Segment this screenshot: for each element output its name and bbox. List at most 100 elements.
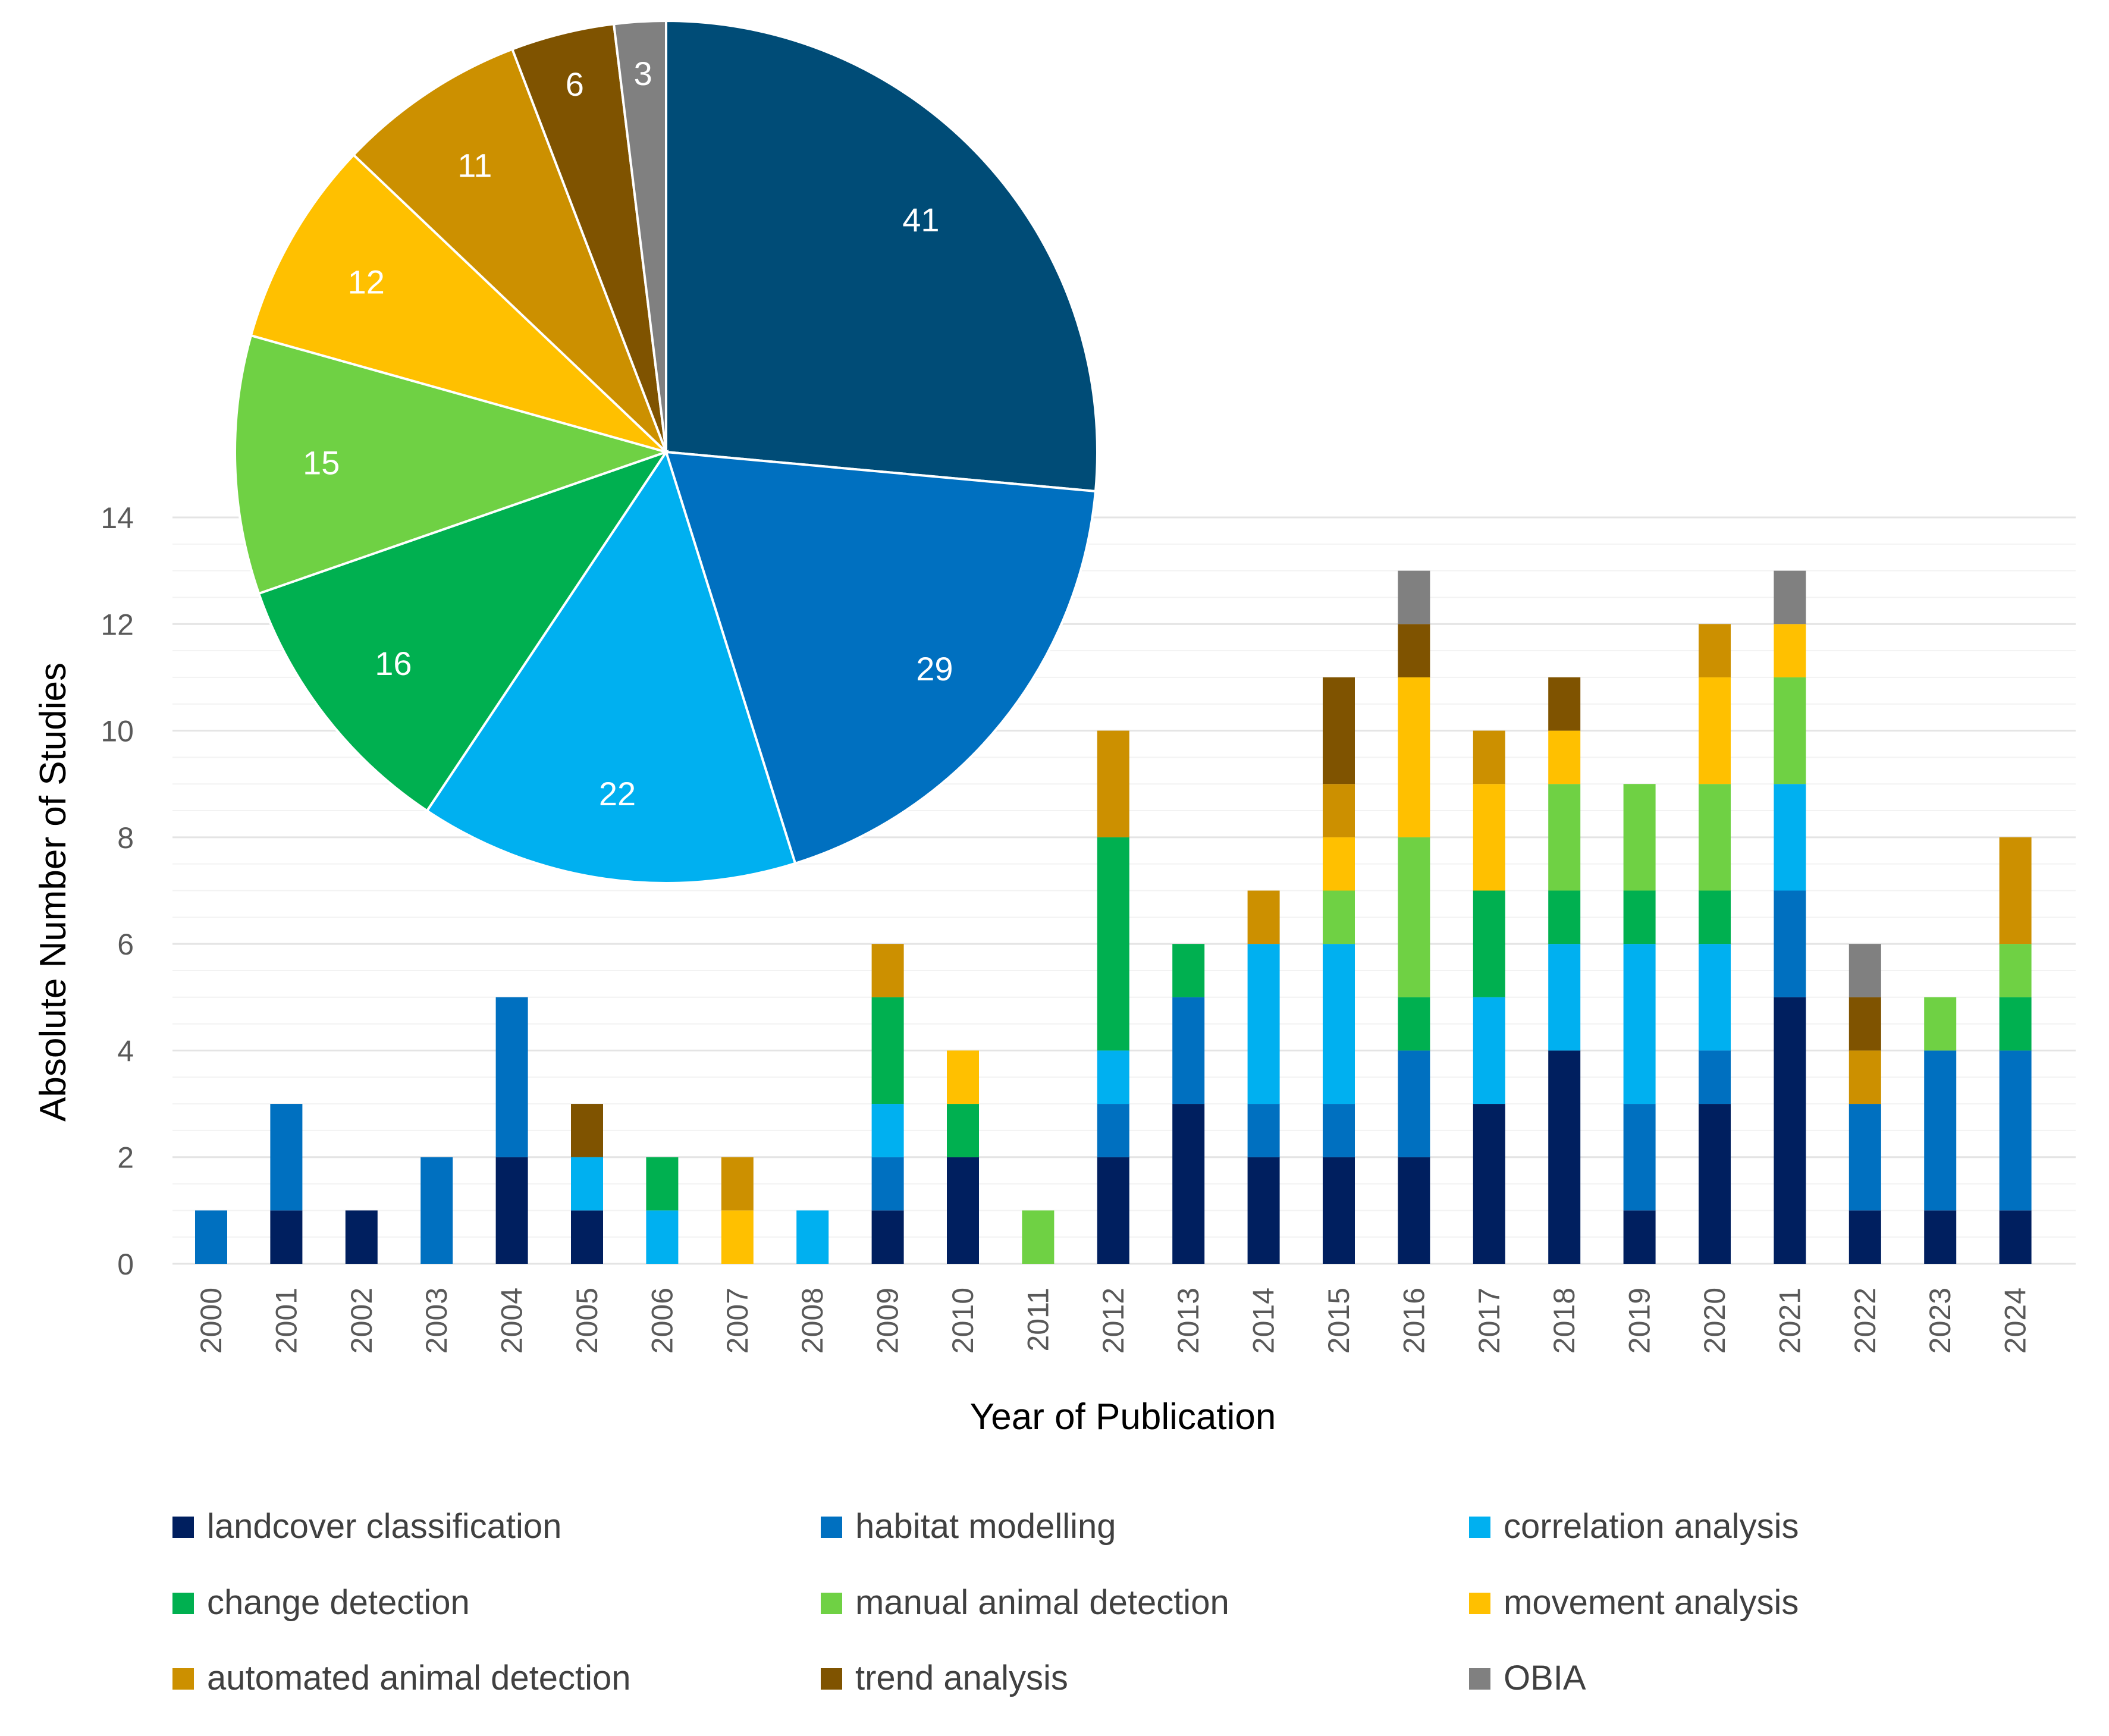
pie-chart: 41 29 22 16 15 12 11 6 3 [234, 19, 1099, 884]
y-tick-label: 12 [101, 608, 134, 641]
legend-swatch [821, 1593, 842, 1614]
bar-segment [1022, 1210, 1054, 1264]
bar-segment [1848, 1050, 1881, 1104]
bar-segment [1097, 837, 1129, 1051]
bar-segment [1398, 624, 1430, 677]
pie-slice-label: 16 [375, 645, 412, 682]
bar-segment [1924, 1050, 1957, 1211]
legend-item: correlation analysis [1469, 1507, 1799, 1546]
bar-segment [1999, 997, 2032, 1051]
y-tick-label: 6 [117, 928, 134, 961]
legend-label: correlation analysis [1504, 1507, 1799, 1546]
bar-segment [1398, 1050, 1430, 1157]
bar-segment [1774, 570, 1806, 624]
x-tick-label: 2018 [1548, 1288, 1581, 1354]
bar-segment [1323, 784, 1355, 837]
legend-swatch [172, 1668, 194, 1690]
x-tick-label: 2002 [345, 1288, 378, 1354]
legend-item: landcover classification [172, 1507, 561, 1546]
bar-segment [1323, 1104, 1355, 1157]
bar-segment [1473, 784, 1505, 891]
bar-segment [871, 1210, 904, 1264]
bar-segment [1548, 677, 1581, 731]
bar-segment [1323, 677, 1355, 784]
bar-segment [1247, 944, 1280, 1104]
x-tick-label: 2023 [1923, 1288, 1957, 1354]
legend-swatch [172, 1517, 194, 1538]
bar-segment [270, 1104, 303, 1211]
bar-segment [1774, 677, 1806, 784]
bar-segment [571, 1157, 603, 1211]
bar-segment [871, 997, 904, 1104]
legend-item: manual animal detection [821, 1583, 1229, 1622]
bar-segment [871, 1157, 904, 1211]
bar-segment [1323, 837, 1355, 891]
pie-slice-label: 29 [916, 650, 953, 688]
bar-segment [1699, 1104, 1731, 1264]
pie-slice [665, 19, 1099, 493]
bar-segment [1848, 1210, 1881, 1264]
x-tick-label: 2005 [570, 1288, 604, 1354]
x-tick-label: 2003 [420, 1288, 453, 1354]
bar-segment [1548, 944, 1581, 1051]
legend-swatch [1469, 1668, 1490, 1690]
bar-segment [1398, 677, 1430, 837]
x-tick-label: 2016 [1397, 1288, 1430, 1354]
pie-slice-label: 12 [348, 263, 385, 300]
bar-segment [1774, 784, 1806, 891]
bar-segment [195, 1210, 227, 1264]
bar-segment [646, 1157, 679, 1211]
y-axis-title: Absolute Number of Studies [33, 663, 74, 1122]
x-axis-title: Year of Publication [970, 1396, 1276, 1437]
bar-segment [1699, 677, 1731, 784]
x-tick-label: 2000 [194, 1288, 228, 1354]
legend-label: change detection [207, 1583, 470, 1622]
bar-segment [420, 1157, 453, 1264]
bar-segment [1097, 730, 1129, 837]
bar-segment [721, 1210, 754, 1264]
bar-segment [495, 1157, 528, 1264]
bar-segment [796, 1210, 829, 1264]
stacked-bars [195, 570, 2032, 1264]
bar-segment [1774, 624, 1806, 677]
x-tick-label: 2011 [1021, 1288, 1054, 1352]
bar-segment [947, 1050, 979, 1104]
pie-slice [612, 19, 667, 453]
legend-label: OBIA [1504, 1659, 1586, 1697]
bar-segment [1623, 1210, 1656, 1264]
bar-segment [947, 1104, 979, 1157]
y-tick-label: 10 [101, 715, 134, 748]
x-tick-label: 2015 [1322, 1288, 1355, 1354]
bar-segment [1398, 837, 1430, 997]
pie-slice-label: 22 [599, 775, 636, 812]
bar-segment [646, 1210, 679, 1264]
bar-segment [571, 1210, 603, 1264]
legend-label: habitat modelling [855, 1507, 1116, 1546]
bar-segment [1623, 944, 1656, 1104]
bar-segment [1398, 1157, 1430, 1264]
bar-segment [1473, 997, 1505, 1104]
pie-slice-label: 15 [303, 444, 340, 482]
bar-segment [571, 1104, 603, 1157]
bar-segment [1323, 944, 1355, 1104]
bar-segment [947, 1157, 979, 1264]
bar-segment [1247, 1157, 1280, 1264]
bar-segment [1172, 944, 1205, 997]
legend-item: automated animal detection [172, 1659, 631, 1697]
bar-segment [1548, 890, 1581, 944]
legend-label: manual animal detection [855, 1583, 1229, 1622]
bar-segment [1473, 1104, 1505, 1264]
pie-slice [664, 450, 1097, 865]
x-tick-label: 2019 [1623, 1288, 1656, 1354]
legend-item: habitat modelling [821, 1507, 1116, 1546]
x-tick-label: 2024 [1999, 1288, 2032, 1354]
y-tick-label: 14 [101, 501, 134, 535]
bar-segment [1323, 890, 1355, 944]
x-tick-label: 2012 [1097, 1288, 1130, 1354]
bar-segment [1323, 1157, 1355, 1264]
x-tick-label: 2022 [1848, 1288, 1882, 1354]
pie-slice-label: 6 [566, 65, 584, 103]
x-tick-label: 2010 [946, 1288, 980, 1354]
bar-segment [1623, 890, 1656, 944]
